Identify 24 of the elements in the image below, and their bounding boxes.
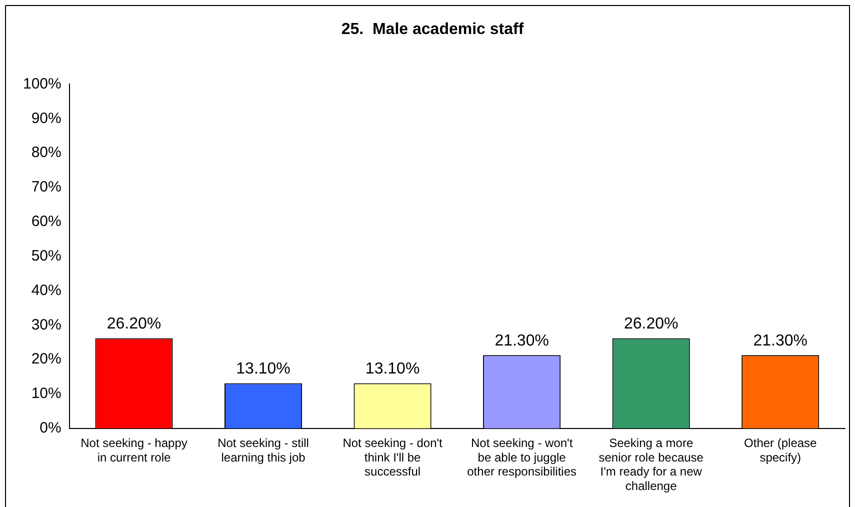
data-label: 13.10% [365, 360, 420, 378]
data-label: 26.20% [106, 316, 162, 333]
x-tick-label: Seeking a more senior role because I'm ready for a new challenge [598, 436, 704, 494]
y-tick-label: 30% [31, 316, 62, 334]
y-tick-label: 40% [31, 282, 62, 299]
y-tick-label: 0% [40, 420, 62, 437]
y-tick-label: 10% [31, 385, 62, 402]
x-tick-label: Not seeking - won't be able to juggle other responsibilities [467, 436, 577, 479]
y-tick-label: 90% [31, 110, 62, 127]
x-tick-label: Not seeking - happy in current role [80, 436, 188, 464]
y-tick-label: 50% [31, 247, 62, 264]
x-tick-label: Other (please specify) [744, 436, 818, 464]
y-tick-label: 80% [31, 144, 62, 162]
data-label: 26.20% [624, 316, 678, 333]
y-tick-label: 100% [22, 75, 62, 92]
y-tick-label: 20% [31, 350, 62, 368]
data-label: 13.10% [236, 360, 290, 378]
x-tick-label: Not seeking - don't think I'll be successful [342, 436, 444, 479]
chart-title: 25. Male academic staff [341, 21, 524, 38]
data-label: 21.30% [753, 332, 808, 350]
data-label: 21.30% [494, 332, 549, 350]
y-tick-label: 70% [31, 178, 62, 196]
x-tick-label: Not seeking - still learning this job [218, 436, 309, 464]
y-tick-label: 60% [31, 213, 62, 230]
